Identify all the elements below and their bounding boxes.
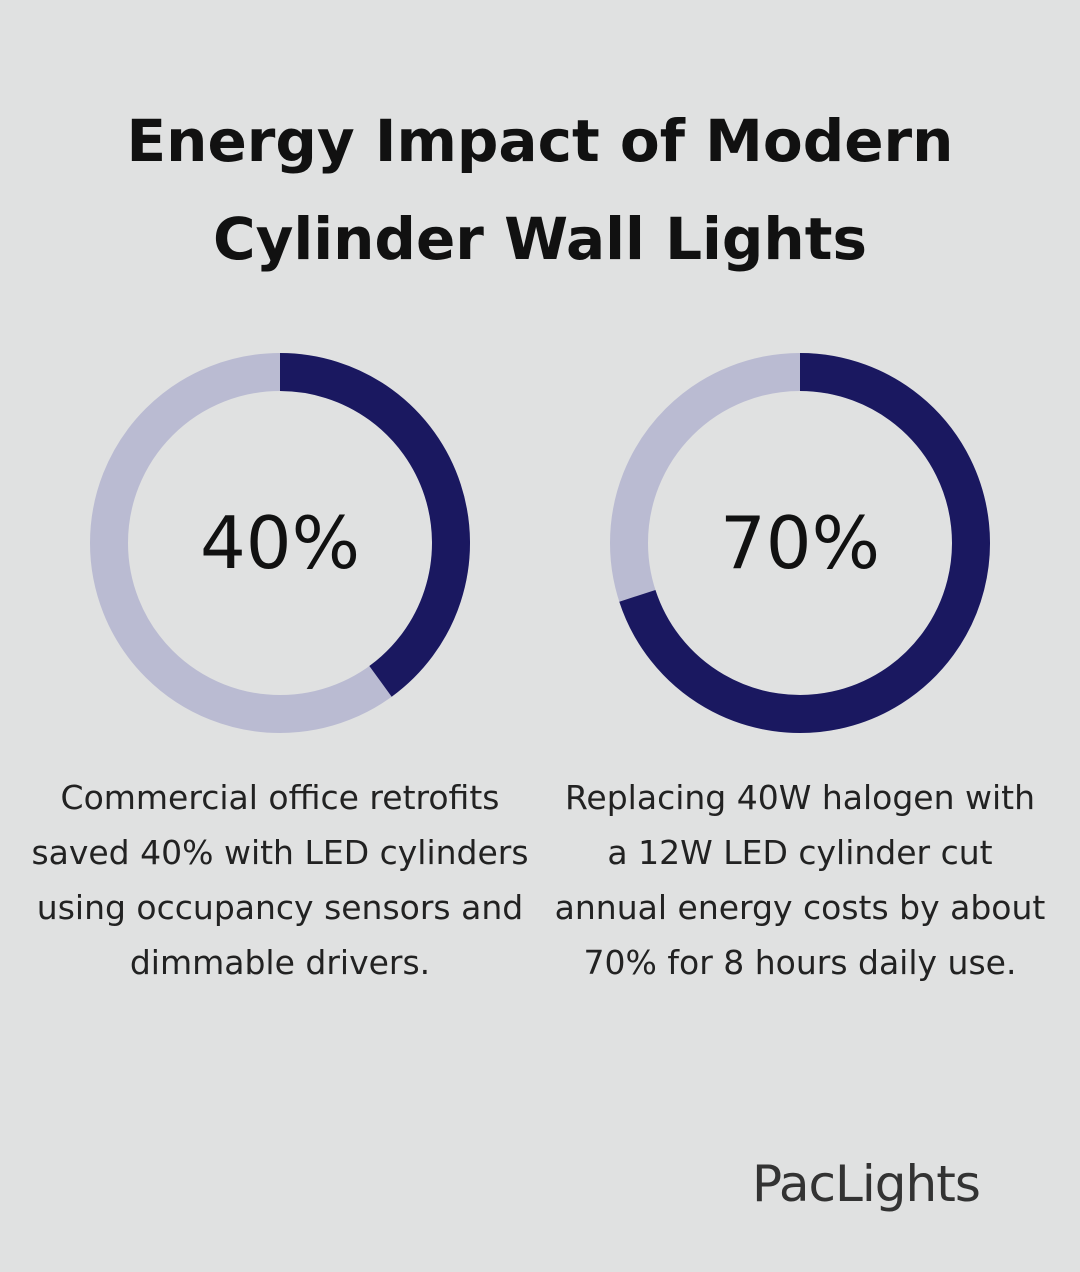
title: Energy Impact of Modern Cylinder Wall Li…	[126, 107, 954, 273]
value-label: 40%	[200, 501, 360, 585]
donut-arc	[619, 353, 990, 733]
donut-arc	[279, 353, 470, 697]
charts: 40% 70%	[90, 353, 990, 733]
value-label: 70%	[720, 501, 880, 585]
caption: Commercial office retrofits saved 40% wi…	[31, 778, 529, 982]
caption: Replacing 40W halogen with a 12W LED cyl…	[554, 778, 1046, 982]
brand-logo: PacLights	[752, 1155, 981, 1213]
